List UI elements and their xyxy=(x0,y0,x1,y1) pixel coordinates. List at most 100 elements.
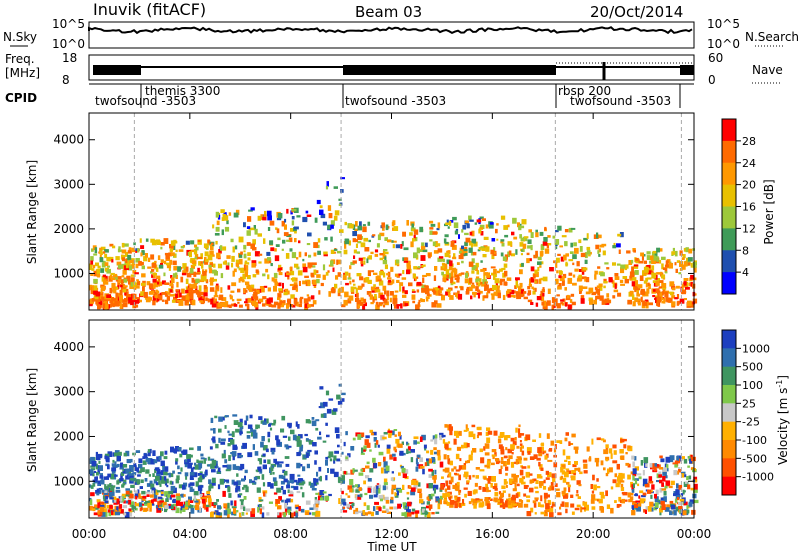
range-cell xyxy=(665,468,669,472)
range-cell xyxy=(307,279,311,285)
range-cell xyxy=(580,298,585,304)
range-cell xyxy=(245,486,249,493)
range-cell xyxy=(129,501,135,507)
range-cell xyxy=(328,398,334,401)
range-cell xyxy=(178,300,184,306)
range-cell xyxy=(434,438,438,445)
range-cell xyxy=(443,277,447,282)
range-cell xyxy=(266,210,272,217)
range-cell xyxy=(577,496,581,499)
range-cell xyxy=(94,247,98,254)
range-cell xyxy=(603,467,606,471)
range-cell xyxy=(421,434,426,441)
velocity-colorbar-label: Velocity [m s-1] xyxy=(775,375,790,465)
range-cell xyxy=(688,282,693,286)
range-cell xyxy=(296,452,301,457)
range-cell xyxy=(277,213,283,219)
range-cell xyxy=(228,433,234,436)
range-cell xyxy=(233,481,238,486)
range-cell xyxy=(403,247,409,251)
range-cell xyxy=(471,230,475,237)
range-cell xyxy=(109,274,112,279)
range-cell xyxy=(157,255,161,260)
range-cell xyxy=(574,268,579,272)
noise-left-tick-bottom: 10^0 xyxy=(52,37,85,51)
range-cell xyxy=(409,232,413,236)
range-cell xyxy=(340,478,345,484)
range-cell xyxy=(147,461,152,464)
range-cell xyxy=(246,431,251,434)
range-cell xyxy=(406,260,411,267)
range-cell xyxy=(577,467,581,472)
range-cell xyxy=(314,217,318,223)
range-cell xyxy=(608,467,613,473)
range-cell xyxy=(394,434,397,437)
range-cell xyxy=(667,457,673,462)
range-cell xyxy=(507,448,512,454)
range-cell xyxy=(526,499,530,503)
range-cell xyxy=(301,492,305,498)
range-cell xyxy=(334,210,340,216)
range-cell xyxy=(169,259,173,265)
range-cell xyxy=(231,511,235,516)
range-cell xyxy=(137,470,142,474)
range-cell xyxy=(370,302,374,305)
range-cell xyxy=(498,491,502,495)
range-cell xyxy=(428,504,433,509)
range-cell xyxy=(103,508,107,513)
range-cell xyxy=(612,245,617,249)
range-cell xyxy=(521,466,527,469)
range-cell xyxy=(578,285,583,292)
range-cell xyxy=(642,293,645,297)
cpid-seg-twofsound-3: twofsound -3503 xyxy=(570,94,671,108)
range-cell xyxy=(499,268,503,272)
range-cell xyxy=(390,498,394,504)
range-cell xyxy=(203,458,206,464)
range-cell xyxy=(682,254,686,259)
range-cell xyxy=(220,245,223,251)
range-cell xyxy=(632,473,637,477)
range-cell xyxy=(370,251,374,255)
range-cell xyxy=(675,489,680,496)
range-cell xyxy=(560,467,564,473)
range-cell xyxy=(163,260,167,265)
range-cell xyxy=(424,285,429,288)
range-cell xyxy=(375,511,379,515)
range-cell xyxy=(255,269,259,273)
range-cell xyxy=(651,272,657,279)
range-cell xyxy=(316,482,319,485)
range-cell xyxy=(485,483,488,488)
range-cell xyxy=(147,449,151,453)
range-cell xyxy=(590,499,595,504)
range-cell xyxy=(90,456,95,463)
range-cell xyxy=(642,302,648,306)
range-cell xyxy=(114,461,117,465)
range-cell xyxy=(486,272,490,278)
range-cell xyxy=(245,512,248,515)
range-cell xyxy=(205,469,208,476)
range-cell xyxy=(277,512,282,519)
range-cell xyxy=(338,383,342,387)
range-cell xyxy=(419,465,423,469)
range-cell xyxy=(306,243,311,246)
range-cell xyxy=(391,221,395,227)
range-cell xyxy=(633,265,639,269)
range-cell xyxy=(373,494,378,498)
range-cell xyxy=(140,291,145,296)
range-cell xyxy=(355,489,360,493)
range-cell xyxy=(356,494,360,499)
range-cell xyxy=(453,253,456,259)
range-cell xyxy=(302,258,305,262)
range-cell xyxy=(562,492,566,497)
range-cell xyxy=(245,298,249,304)
range-cell xyxy=(350,505,354,509)
range-cell xyxy=(356,251,360,254)
range-cell xyxy=(215,240,218,245)
x-tick-label: 20:00 xyxy=(576,527,611,541)
range-cell xyxy=(267,257,271,261)
range-cell xyxy=(265,268,269,273)
range-cell xyxy=(98,302,103,306)
range-cell xyxy=(484,497,489,501)
range-cell xyxy=(227,262,230,266)
range-cell xyxy=(519,469,524,476)
